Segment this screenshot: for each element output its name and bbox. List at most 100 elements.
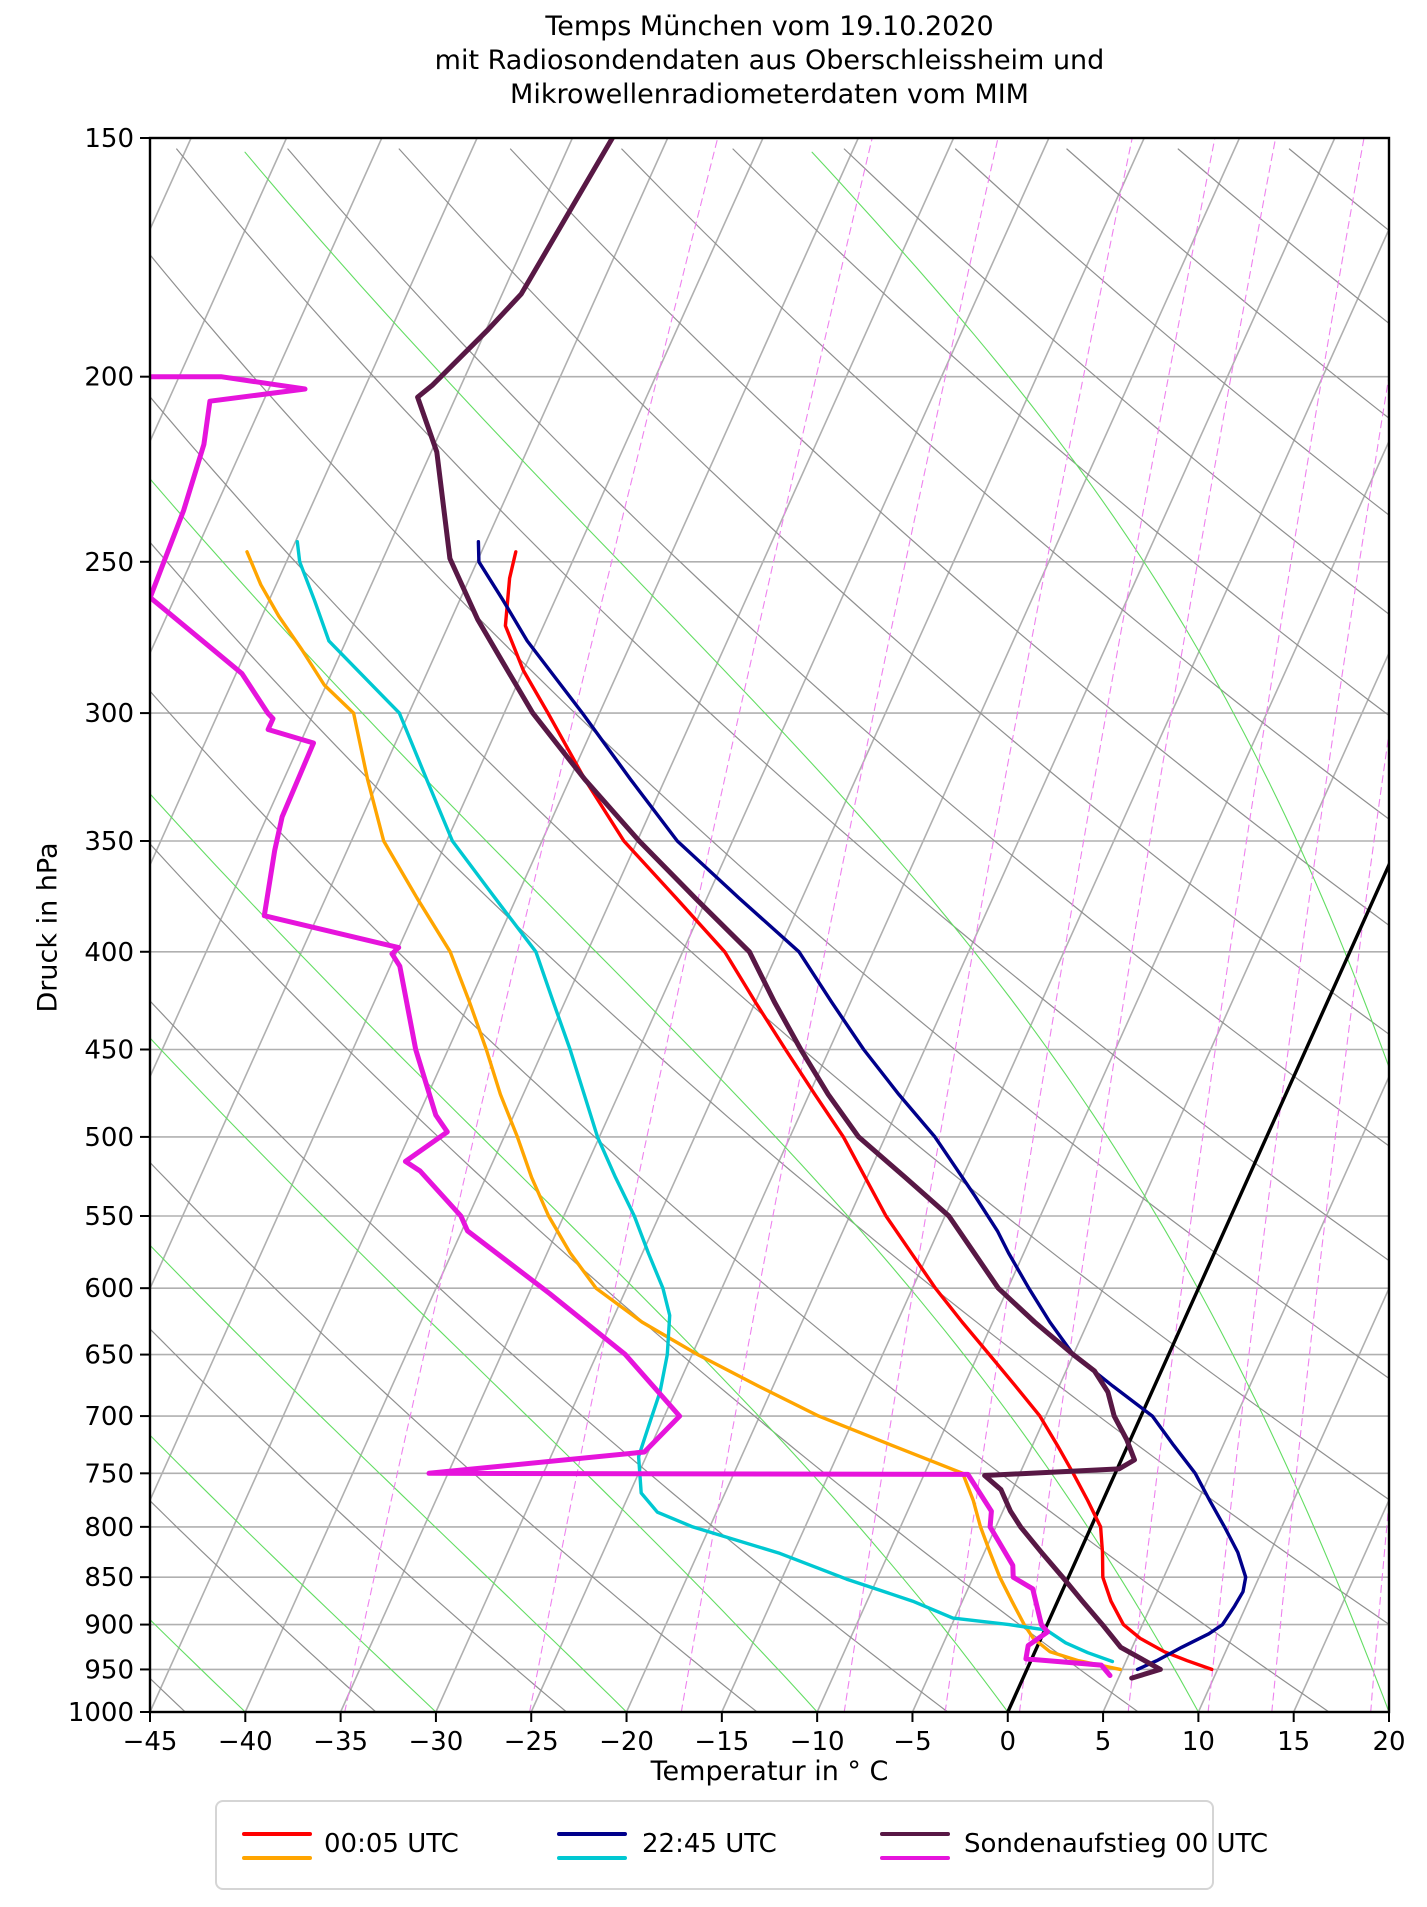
- moist-adiabat-20C: [244, 151, 1389, 1712]
- legend-label-1: 22:45 UTC: [642, 1829, 777, 1859]
- moist-adiabat--10C: [150, 1037, 818, 1712]
- x-tick-label: 5: [1095, 1727, 1112, 1757]
- dry-adiabat-350K: [398, 148, 1389, 1035]
- legend-label-0: 00:05 UTC: [324, 1829, 459, 1859]
- mixing-ratio-10gkg: [1271, 729, 1389, 1712]
- x-tick-label: −30: [408, 1727, 463, 1757]
- dry-adiabat-390K: [843, 148, 1389, 615]
- mixing-ratio-0.5gkg: [529, 138, 873, 1712]
- x-axis-label: Temperatur in ° C: [650, 1756, 889, 1787]
- moist-adiabat-0C: [150, 793, 1009, 1712]
- dry-adiabat-270K: [150, 1000, 949, 1712]
- isotherm--10: [816, 439, 1389, 1712]
- y-tick-label: 900: [84, 1611, 134, 1641]
- isotherm--60: [150, 138, 574, 1079]
- plot-grid-and-curves: [150, 138, 1427, 1712]
- moist-adiabat-10C: [150, 477, 1199, 1712]
- x-tick-label: −15: [694, 1727, 749, 1757]
- y-tick-label: 150: [84, 124, 134, 154]
- dry-adiabat-340K: [287, 148, 1389, 1147]
- legend-line-icon-0-0: [242, 1832, 312, 1836]
- chart-title-line3: Mikrowellenradiometerdaten vom MIM: [510, 79, 1029, 110]
- dewpoint-sonde-00-utc-curve: [150, 374, 1113, 1678]
- y-tick-label: 550: [84, 1202, 134, 1232]
- legend-line-icon-2-1: [880, 1856, 950, 1860]
- y-tick-label: 400: [84, 938, 134, 968]
- y-tick-label: 750: [84, 1459, 134, 1489]
- dry-adiabat-290K: [150, 690, 1330, 1712]
- y-tick-label: 800: [84, 1513, 134, 1543]
- x-tick-label: −40: [218, 1727, 273, 1757]
- dewpoint-22:45-utc-curve: [295, 540, 1115, 1664]
- x-tick-label: −25: [504, 1727, 559, 1757]
- moist-adiabat--30C: [150, 1434, 437, 1712]
- y-tick-label: 350: [84, 827, 134, 857]
- moist-adiabat--20C: [150, 1244, 628, 1712]
- isotherm--65: [150, 138, 478, 867]
- isotherm--40: [244, 138, 955, 1712]
- y-tick-label: 250: [84, 548, 134, 578]
- dry-adiabat-280K: [150, 843, 1139, 1712]
- x-tick-label: −5: [893, 1727, 931, 1757]
- x-tick-label: 10: [1182, 1727, 1215, 1757]
- x-tick-label: 0: [999, 1727, 1016, 1757]
- x-tick-label: −35: [313, 1727, 368, 1757]
- y-tick-label: 650: [84, 1341, 134, 1371]
- mixing-ratio-0.2gkg: [344, 138, 719, 1712]
- isotherm--15: [721, 227, 1389, 1712]
- dry-adiabat-310K: [150, 395, 1389, 1501]
- legend: 00:05 UTC 22:45 UTC Sondenaufstieg 00 UTC: [215, 1800, 1268, 1890]
- dry-adiabat-370K: [621, 148, 1389, 820]
- y-tick-label: 850: [84, 1563, 134, 1593]
- y-tick-label: 1000: [68, 1698, 134, 1728]
- isotherm-20: [1388, 1710, 1389, 1712]
- isotherm--70: [150, 138, 383, 656]
- chart-title-line1: Temps München vom 19.10.2020: [545, 11, 994, 42]
- dry-adiabat-300K: [150, 541, 1389, 1626]
- dry-adiabat-410K: [1066, 148, 1389, 419]
- y-tick-label: 600: [84, 1274, 134, 1304]
- mixing-ratio-2gkg: [843, 138, 1133, 1712]
- mixing-ratio-4gkg: [1018, 138, 1277, 1712]
- temperature-22:45-utc-curve: [476, 540, 1248, 1672]
- x-tick-label: 15: [1277, 1727, 1310, 1757]
- moist-adiabat-30C: [811, 151, 1389, 1069]
- dry-adiabat-440K: [1401, 149, 1427, 1712]
- legend-line-icon-1-0: [557, 1832, 627, 1836]
- dry-adiabat-380K: [732, 148, 1389, 717]
- isotherm--5: [911, 651, 1389, 1712]
- isotherm--45: [150, 138, 860, 1712]
- chart-title-line2: mit Radiosondendaten aus Oberschleisshei…: [434, 45, 1105, 76]
- mixing-ratio-6gkg: [1127, 138, 1365, 1712]
- isotherm--20: [625, 138, 1336, 1712]
- mixing-ratio-8gkg: [1207, 372, 1389, 1712]
- dry-adiabat-360K: [509, 148, 1389, 927]
- legend-label-2: Sondenaufstieg 00 UTC: [964, 1829, 1269, 1859]
- isotherm-10: [1197, 1286, 1389, 1712]
- isotherm--75: [150, 138, 288, 444]
- isotherm--50: [150, 138, 764, 1503]
- y-tick-label: 700: [84, 1402, 134, 1432]
- y-tick-label: 500: [84, 1123, 134, 1153]
- x-tick-label: −20: [599, 1727, 654, 1757]
- isotherm-5: [1102, 1074, 1389, 1712]
- isotherm--35: [339, 138, 1050, 1712]
- mixing-ratio-3gkg: [944, 138, 1216, 1712]
- y-tick-label: 200: [84, 363, 134, 393]
- x-tick-label: −10: [790, 1727, 845, 1757]
- y-tick-label: 950: [84, 1655, 134, 1685]
- dry-adiabat-320K: [150, 253, 1389, 1380]
- dry-adiabat-330K: [176, 148, 1389, 1262]
- x-tick-label: 20: [1372, 1727, 1405, 1757]
- legend-line-icon-2-0: [880, 1832, 950, 1836]
- legend-line-icon-1-1: [557, 1856, 627, 1860]
- dewpoint-00:05-utc-curve: [245, 550, 1122, 1672]
- y-tick-label: 450: [84, 1035, 134, 1065]
- temperature-sonde-00-utc-curve: [415, 138, 1163, 1681]
- mixing-ratio-14gkg: [1370, 1496, 1389, 1712]
- dry-adiabat-240K: [150, 1499, 377, 1712]
- dry-adiabat-400K: [955, 148, 1389, 516]
- y-tick-label: 300: [84, 699, 134, 729]
